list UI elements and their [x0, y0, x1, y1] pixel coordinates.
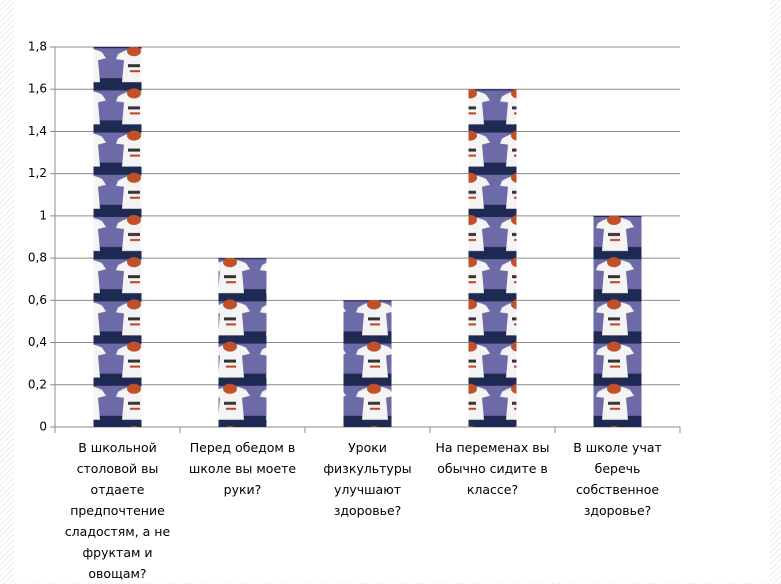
bar [93, 47, 142, 427]
y-tick-label: 1,2 [28, 166, 47, 180]
x-tick-label: Уроки физкультуры улучшают здоровье? [323, 440, 412, 518]
bar [218, 258, 267, 427]
chart: 0 0,2 0,4 0,6 0,8 1 1,2 1,4 1,6 1,8 [28, 40, 681, 434]
x-tick-label: В школе учат беречь собственное здоровье… [573, 440, 662, 518]
y-tick-label: 1,8 [28, 40, 47, 54]
y-tick-label: 0,2 [28, 377, 47, 391]
y-tick-label: 0 [39, 420, 47, 434]
bar [343, 300, 392, 427]
y-tick-label: 1,6 [28, 82, 47, 96]
x-tick-label: В школьной столовой вы отдаете предпочте… [64, 440, 171, 581]
bar [593, 215, 642, 427]
y-tick-label: 1 [39, 208, 47, 222]
y-tick-label: 0,8 [28, 251, 47, 265]
y-tick-label: 0,4 [28, 335, 47, 349]
y-tick-label: 1,4 [28, 124, 47, 138]
x-tick-label: На переменах вы обычно сидите в классе? [435, 440, 550, 497]
bar [468, 89, 517, 427]
x-tick-label: Перед обедом в школе вы моете руки? [188, 440, 297, 497]
chart-panel: 0 0,2 0,4 0,6 0,8 1 1,2 1,4 1,6 1,8 В школьной ст… [14, 0, 770, 583]
y-tick-label: 0,6 [28, 293, 47, 307]
